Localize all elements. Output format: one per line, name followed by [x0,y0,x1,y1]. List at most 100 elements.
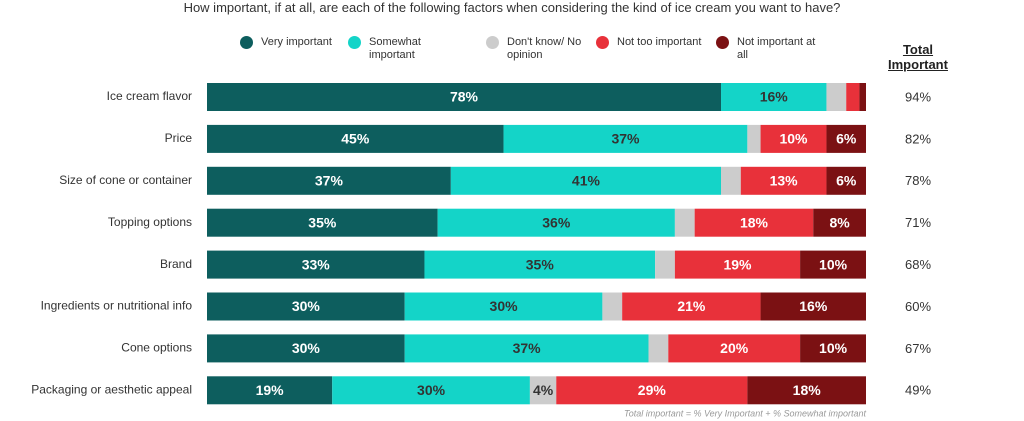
category-label: Price [165,131,193,145]
bar-segment [668,334,801,363]
category-label: Ingredients or nutritional info [41,299,193,313]
legend-swatch [486,36,499,49]
data-label: 10% [819,340,848,356]
bar-segment [207,292,405,321]
total-label: 82% [905,131,931,146]
legend-item: Not too important [596,36,701,49]
bar-segment [760,292,866,321]
bar-segment [404,334,649,363]
data-label: 35% [526,256,555,272]
legend-item: Not important at all [716,36,827,62]
data-label: 29% [638,382,667,398]
total-header: Total Important [888,42,948,72]
legend-item: Very important [240,36,332,49]
data-label: 19% [256,382,285,398]
category-label: Packaging or aesthetic appeal [31,382,192,396]
bar-segment [602,292,623,321]
data-label: 30% [292,298,321,314]
data-label: 37% [611,131,640,147]
data-label: 10% [819,256,848,272]
data-label: 30% [292,340,321,356]
category-label: Cone options [121,341,192,355]
legend-swatch [596,36,609,49]
bar-segment [859,83,866,111]
total-label: 78% [905,173,931,188]
legend-label: Not important at all [737,36,816,61]
bar-segment [826,83,847,111]
bar-segment [813,208,866,237]
data-label: 41% [572,173,601,189]
data-label: 45% [341,131,370,147]
category-label: Topping options [108,215,192,229]
data-label: 4% [533,382,554,398]
bar-segment [437,208,675,237]
bar-segment [740,166,827,195]
bar-segment [800,334,866,363]
bar-segment [556,376,748,405]
bar-segment [694,208,814,237]
bar-segment [846,83,860,111]
legend-swatch [716,36,729,49]
total-label: 49% [905,383,931,398]
bar-segment [207,334,405,363]
legend-label: Very important [261,36,332,48]
bar-segment [424,250,656,279]
total-label: 71% [905,215,931,230]
data-label: 18% [740,214,769,230]
category-label: Brand [160,257,192,271]
bar-segment [674,250,801,279]
bar-segment [622,292,761,321]
data-label: 78% [450,89,479,105]
data-label: 10% [779,131,808,147]
bar-segment [450,166,722,195]
bar-segment [760,124,827,153]
data-label: 8% [830,214,851,230]
legend-swatch [348,36,361,49]
data-label: 16% [760,89,789,105]
data-label: 18% [793,382,822,398]
legend-item: Don't know/ No opinion [486,36,597,62]
data-label: 6% [836,131,857,147]
bar-segment [721,166,741,195]
data-label: 6% [836,173,857,189]
bar-segment [648,334,669,363]
bar-segment [207,250,425,279]
total-label: 60% [905,299,931,314]
bar-segment [747,376,866,405]
data-label: 20% [720,340,749,356]
bar-segment [207,376,333,405]
bar-segment [207,166,451,195]
data-label: 19% [723,256,752,272]
legend-swatch [240,36,253,49]
data-label: 37% [513,340,542,356]
total-label: 94% [905,89,931,104]
data-label: 16% [799,298,828,314]
bar-segment [404,292,603,321]
bar-segment [332,376,530,405]
category-label: Size of cone or container [59,173,192,187]
data-label: 37% [315,173,344,189]
legend-label: Not too important [617,36,702,48]
bar-segment [721,83,827,111]
total-label: 68% [905,257,931,272]
chart-title: How important, if at all, are each of th… [183,0,841,15]
bar-segment [503,124,748,153]
footnote: Total important = % Very Important + % S… [624,408,866,418]
bar-segment [747,124,761,153]
bar-segment [207,208,438,237]
bar-segment [207,124,504,153]
bar-segment [529,376,557,405]
bar-segment [826,124,866,153]
data-label: 36% [542,214,571,230]
data-label: 33% [302,256,331,272]
data-label: 21% [677,298,706,314]
data-label: 35% [308,214,337,230]
bar-segment [207,83,722,111]
legend-label: Somewhat important [369,36,421,61]
bar-segment [674,208,695,237]
data-label: 30% [490,298,519,314]
bar-segment [800,250,866,279]
data-label: 13% [770,173,799,189]
